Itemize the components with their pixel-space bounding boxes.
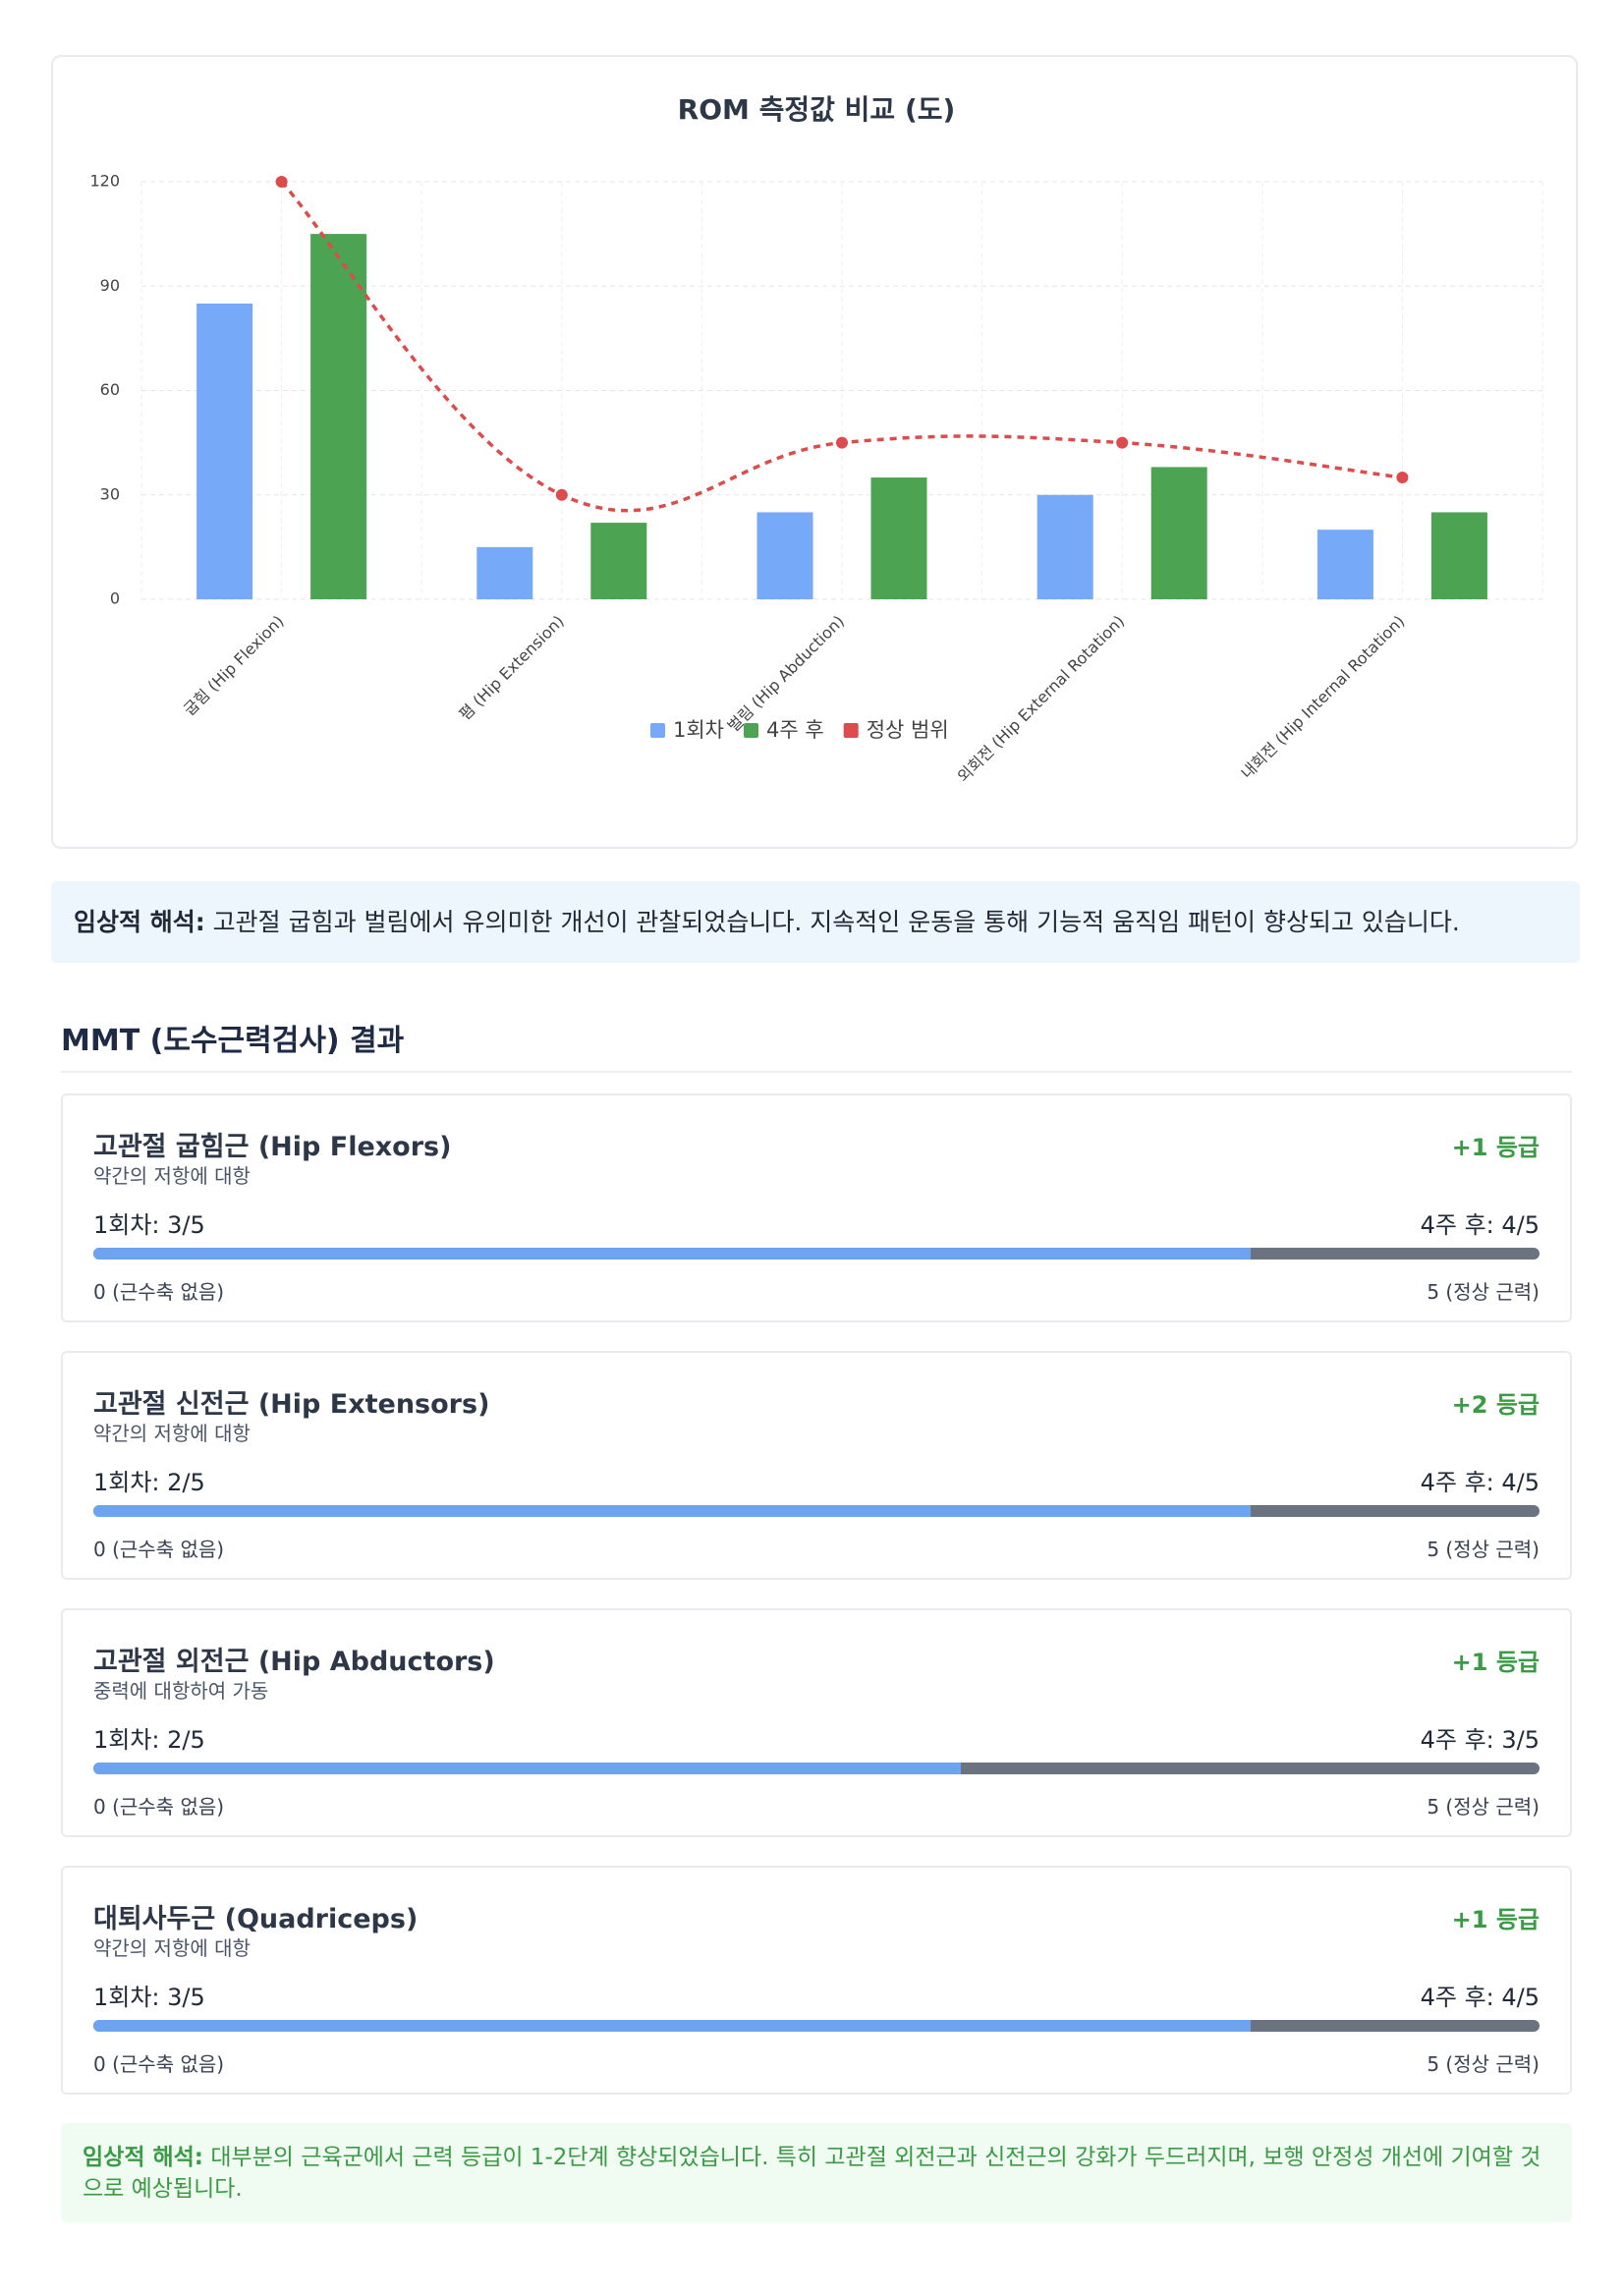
before-score: 1회차: 3/5 xyxy=(93,1211,205,1239)
grade-change: +2 등급 xyxy=(1451,1391,1540,1419)
bar xyxy=(870,477,927,599)
progress-track xyxy=(93,2020,1540,2032)
muscle-name: 대퇴사두근 (Quadriceps) xyxy=(93,1904,419,1934)
bar xyxy=(310,234,367,599)
after-score: 4주 후: 4/5 xyxy=(1420,1984,1540,2011)
grade-change: +1 등급 xyxy=(1451,1134,1540,1161)
mmt-card: 고관절 굽힘근 (Hip Flexors) 약간의 저항에 대항 +1 등급 1… xyxy=(61,1093,1572,1322)
section-title: MMT (도수근력검사) 결과 xyxy=(61,1024,405,1058)
muscle-name: 고관절 외전근 (Hip Abductors) xyxy=(93,1647,495,1677)
point xyxy=(555,488,568,501)
bar xyxy=(1316,530,1373,599)
muscle-name: 고관절 굽힘근 (Hip Flexors) xyxy=(93,1132,452,1162)
grade-change: +1 등급 xyxy=(1451,1649,1540,1676)
legend-swatch xyxy=(744,723,759,738)
bar xyxy=(1430,512,1487,599)
interp-text: 대부분의 근육군에서 근력 등급이 1-2단계 향상되었습니다. 특히 고관절 … xyxy=(83,2145,1541,2202)
scale-min: 0 (근수축 없음) xyxy=(93,1795,225,1819)
y-tick-label: 90 xyxy=(100,276,120,295)
x-tick-label: 벌림 (Hip Abduction) xyxy=(724,612,848,736)
progress-bar xyxy=(93,2020,1251,2032)
after-score: 4주 후: 4/5 xyxy=(1420,1469,1540,1496)
x-tick-label: 굽힘 (Hip Flexion) xyxy=(180,612,287,719)
y-tick-label: 30 xyxy=(100,484,120,503)
divider xyxy=(61,1071,1572,1073)
y-tick-label: 120 xyxy=(89,172,120,191)
progress-track xyxy=(93,1505,1540,1517)
point xyxy=(1396,472,1409,484)
bar xyxy=(1150,467,1207,599)
mmt-card: 대퇴사두근 (Quadriceps) 약간의 저항에 대항 +1 등급 1회차:… xyxy=(61,1866,1572,2095)
progress-bar xyxy=(93,1505,1251,1517)
bar xyxy=(476,546,533,599)
scale-min: 0 (근수축 없음) xyxy=(93,1538,225,1561)
legend-label: 4주 후 xyxy=(766,718,824,742)
point xyxy=(1116,436,1129,449)
before-score: 1회차: 3/5 xyxy=(93,1984,205,2011)
mmt-card: 고관절 외전근 (Hip Abductors) 중력에 대항하여 가동 +1 등… xyxy=(61,1608,1572,1837)
legend-swatch xyxy=(650,723,665,738)
after-score: 4주 후: 3/5 xyxy=(1420,1726,1540,1754)
interp-text: 고관절 굽힘과 벌림에서 유의미한 개선이 관찰되었습니다. 지속적인 운동을 … xyxy=(204,908,1460,936)
bar xyxy=(590,523,647,599)
muscle-description: 약간의 저항에 대항 xyxy=(93,1164,251,1188)
scale-max: 5 (정상 근력) xyxy=(1427,1280,1540,1304)
legend-swatch xyxy=(843,723,859,738)
bar xyxy=(196,303,253,599)
bar xyxy=(1036,494,1093,599)
muscle-description: 중력에 대항하여 가동 xyxy=(93,1679,269,1703)
progress-bar xyxy=(93,1763,962,1774)
muscle-name: 고관절 신전근 (Hip Extensors) xyxy=(93,1389,490,1420)
chart-title: ROM 측정값 비교 (도) xyxy=(678,93,956,126)
x-tick-label: 폄 (Hip Extension) xyxy=(456,612,568,724)
progress-track xyxy=(93,1763,1540,1774)
muscle-description: 약간의 저항에 대항 xyxy=(93,1936,251,1960)
scale-min: 0 (근수축 없음) xyxy=(93,2052,225,2076)
y-tick-label: 60 xyxy=(100,380,120,399)
legend-label: 정상 범위 xyxy=(867,718,949,742)
y-tick-label: 0 xyxy=(110,589,120,608)
point xyxy=(836,436,848,449)
chart-card: ROM 측정값 비교 (도) 0 30 60 90 120 굽힘 (Hip Flexion)… xyxy=(51,55,1578,849)
scale-max: 5 (정상 근력) xyxy=(1427,2052,1540,2076)
rom-interpretation: 임상적 해석: 고관절 굽힘과 벌림에서 유의미한 개선이 관찰되었습니다. 지… xyxy=(51,881,1580,963)
progress-bar xyxy=(93,1248,1251,1260)
bar xyxy=(756,512,813,599)
x-tick-label: 내회전 (Hip Internal Rotation) xyxy=(1237,612,1408,783)
point xyxy=(275,176,288,188)
mmt-interpretation: 임상적 해석: 대부분의 근육군에서 근력 등급이 1-2단계 향상되었습니다.… xyxy=(61,2123,1572,2222)
chart: ROM 측정값 비교 (도) 0 30 60 90 120 굽힘 (Hip Flexion)… xyxy=(89,93,1543,786)
scale-max: 5 (정상 근력) xyxy=(1427,1538,1540,1561)
mmt-card: 고관절 신전근 (Hip Extensors) 약간의 저항에 대항 +2 등급… xyxy=(61,1351,1572,1580)
x-tick-label: 외회전 (Hip External Rotation) xyxy=(954,612,1128,786)
after-score: 4주 후: 4/5 xyxy=(1420,1211,1540,1239)
line xyxy=(280,180,1403,513)
interp-label: 임상적 해석: xyxy=(74,908,205,936)
legend-label: 1회차 xyxy=(673,718,724,742)
interp-label: 임상적 해석: xyxy=(83,2145,204,2170)
before-score: 1회차: 2/5 xyxy=(93,1726,205,1754)
scale-max: 5 (정상 근력) xyxy=(1427,1795,1540,1819)
scale-min: 0 (근수축 없음) xyxy=(93,1280,225,1304)
grade-change: +1 등급 xyxy=(1451,1906,1540,1933)
progress-track xyxy=(93,1248,1540,1260)
before-score: 1회차: 2/5 xyxy=(93,1469,205,1496)
muscle-description: 약간의 저항에 대항 xyxy=(93,1422,251,1445)
